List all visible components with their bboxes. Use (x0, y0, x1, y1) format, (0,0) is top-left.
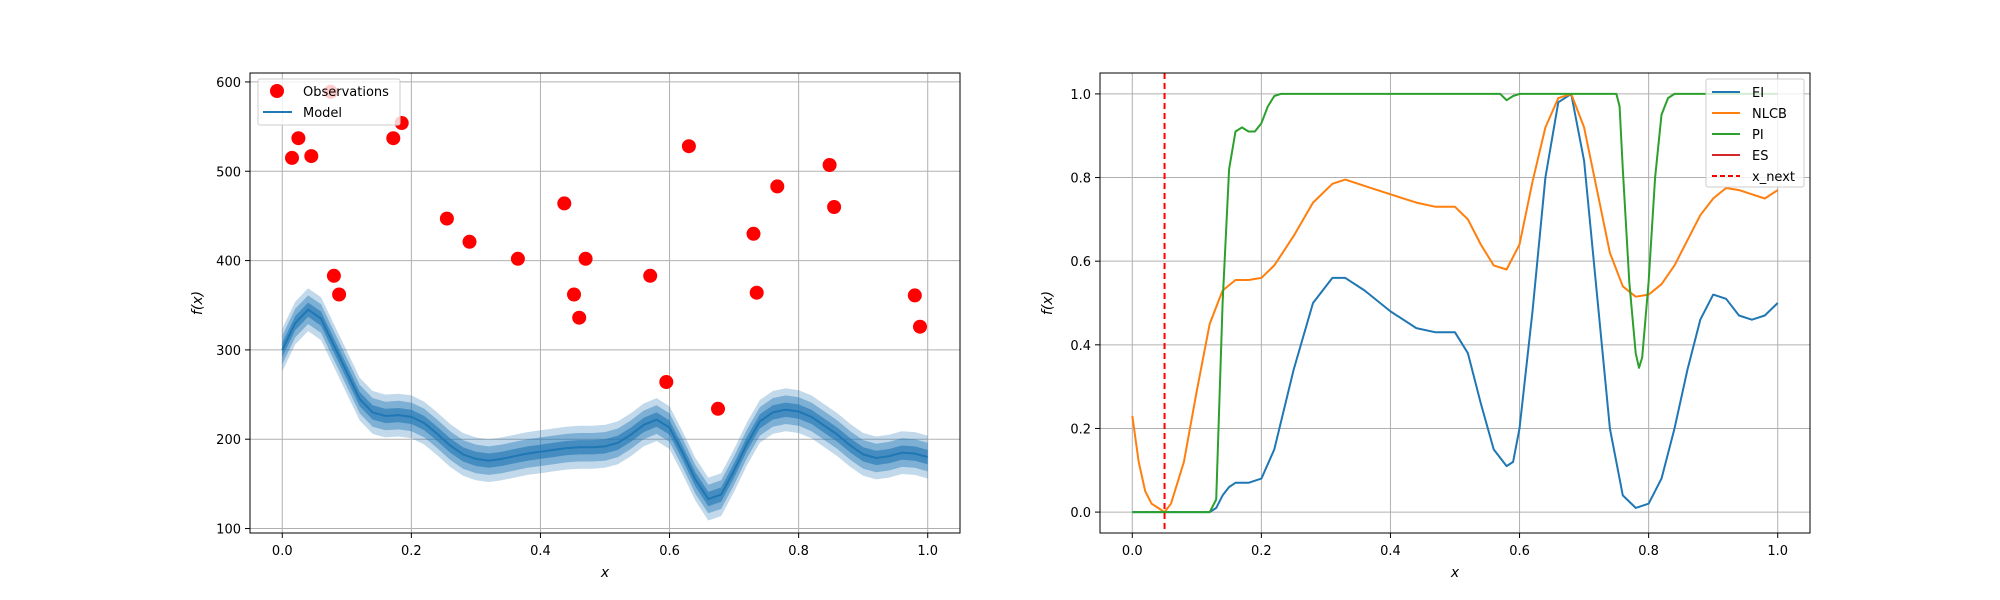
x-tick-label: 1.0 (1767, 544, 1788, 559)
x-tick-label: 0.6 (659, 544, 680, 559)
x-tick-label: 0.8 (788, 544, 809, 559)
acquisition-y-axis-label: f(x) (1040, 291, 1056, 315)
x-tick-label: 0.2 (401, 544, 422, 559)
y-tick-label: 300 (216, 344, 241, 359)
y-tick-label: 0.0 (1070, 506, 1091, 521)
series-nlcb-line (1131, 92, 1779, 514)
y-tick-label: 100 (216, 523, 241, 538)
x-tick-label: 0.4 (1380, 544, 1401, 559)
observation-point (827, 200, 842, 214)
observation-point (462, 234, 477, 249)
observation-point (913, 319, 927, 334)
model-grid (250, 73, 960, 533)
series-pi-line (1132, 92, 1778, 514)
acquisition-panel: 0.0 0.2 0.4 0.6 0.8 1.0 0.0 0.2 0.4 0.6 0.8 1.0 x f… (1040, 72, 1811, 581)
legend-pi-label: PI (1752, 128, 1764, 143)
acquisition-lines (1131, 92, 1779, 514)
model-x-axis-label: x (600, 565, 610, 581)
model-band (282, 295, 928, 514)
legend-observations-label: Observations (303, 85, 389, 100)
acquisition-x-axis-label: x (1450, 565, 1460, 581)
y-tick-label: 500 (216, 165, 241, 180)
legend-model-label: Model (303, 106, 342, 121)
model-legend-box (257, 78, 401, 126)
model-ticks: 0.0 0.2 0.4 0.6 0.8 1.0 100 200 300 400 500 600 (216, 76, 938, 559)
y-tick-label: 400 (216, 255, 241, 270)
acquisition-legend: EI NLCB PI ES x_next (1705, 78, 1805, 188)
observation-point (578, 251, 593, 266)
x-tick-label: 0.4 (530, 544, 551, 559)
model-line (281, 308, 928, 501)
observation-point (643, 268, 658, 283)
observation-point (567, 287, 581, 302)
x-tick-label: 0.2 (1251, 544, 1272, 559)
model-axes-frame (249, 72, 961, 534)
legend-observations-marker (270, 84, 284, 98)
observation-point (749, 285, 764, 300)
model-panel: 0.0 0.2 0.4 0.6 0.8 1.0 100 200 300 400 500 600 x f… (190, 72, 961, 581)
observation-point (332, 287, 347, 302)
legend-ei-label: EI (1752, 86, 1764, 101)
y-tick-label: 0.2 (1070, 422, 1091, 437)
y-tick-label: 600 (216, 76, 241, 91)
observation-point (822, 158, 837, 172)
model-confidence-bands (282, 288, 928, 521)
observation-point (711, 401, 725, 416)
x-tick-label: 1.0 (917, 544, 938, 559)
acquisition-axes-frame (1099, 72, 1811, 534)
model-y-axis-label: f(x) (190, 291, 206, 315)
observation-point (572, 310, 587, 325)
observation-point (304, 149, 319, 164)
y-tick-label: 0.4 (1070, 339, 1091, 354)
observation-point (510, 251, 525, 266)
y-tick-label: 0.6 (1070, 255, 1091, 270)
legend-nlcb-label: NLCB (1752, 107, 1787, 122)
observation-point (907, 288, 922, 303)
observation-point (439, 211, 454, 226)
observation-point (557, 196, 572, 211)
model-legend: Observations Model (257, 78, 401, 126)
x-tick-label: 0.6 (1509, 544, 1530, 559)
observation-point (285, 150, 299, 165)
x-tick-label: 0.8 (1638, 544, 1659, 559)
acquisition-legend-box (1705, 78, 1805, 188)
acquisition-ticks: 0.0 0.2 0.4 0.6 0.8 1.0 0.0 0.2 0.4 0.6 0.8 1.0 (1070, 88, 1788, 559)
observation-point (326, 268, 341, 283)
legend-x-next-label: x_next (1752, 170, 1795, 185)
y-tick-label: 0.8 (1070, 172, 1091, 187)
observation-point (770, 179, 785, 194)
model-band (282, 288, 928, 521)
x-tick-label: 0.0 (272, 544, 293, 559)
observation-point (659, 375, 674, 389)
observation-point (386, 131, 401, 146)
observation-point (681, 139, 696, 154)
x-tick-label: 0.0 (1122, 544, 1143, 559)
y-tick-label: 200 (216, 433, 241, 448)
y-tick-label: 1.0 (1070, 88, 1091, 103)
legend-es-label: ES (1752, 149, 1768, 164)
observation-point (291, 131, 306, 146)
series-ei-line (1132, 92, 1779, 514)
observation-point (746, 226, 761, 241)
